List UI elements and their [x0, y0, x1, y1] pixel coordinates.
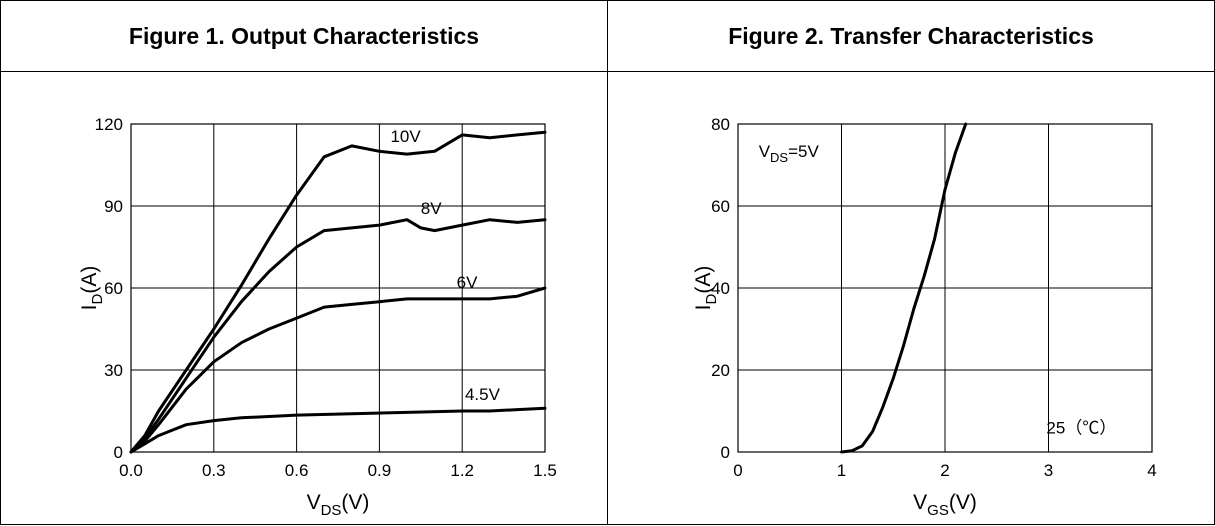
x-axis-label-sub: DS [321, 502, 342, 519]
x-tick-label: 0.3 [202, 461, 226, 480]
x-axis-label: VDS(V) [307, 491, 370, 519]
y-axis-label-unit: (A) [78, 266, 101, 294]
x-tick-label: 0.0 [119, 461, 143, 480]
fig2-title: Figure 2. Transfer Characteristics [607, 0, 1215, 72]
fig2-cell: 0 1 2 3 4 0 20 40 60 80 VGS(V) ID(A) VDS=5V 25（℃） [607, 71, 1215, 525]
series-line-0 [840, 122, 968, 454]
y-axis-label-unit: (A) [692, 266, 715, 294]
x-axis-label-unit: (V) [341, 491, 369, 514]
x-tick-label: 3 [1044, 461, 1053, 480]
x-tick-label: 1.2 [450, 461, 474, 480]
vds-sub: DS [770, 150, 788, 165]
y-tick-label: 90 [104, 197, 123, 216]
series-label: 6V [457, 273, 478, 292]
y-tick-label: 60 [711, 197, 730, 216]
x-tick-label: 2 [940, 461, 949, 480]
series-label: 10V [390, 127, 421, 146]
x-tick-label: 1.5 [533, 461, 557, 480]
y-tick-label: 60 [104, 279, 123, 298]
y-tick-label: 20 [711, 361, 730, 380]
x-tick-label: 0.9 [368, 461, 392, 480]
series-line-10v [129, 130, 547, 454]
x-axis-label-main: V [307, 491, 321, 514]
vds-val: =5V [788, 142, 819, 161]
series-label: 8V [421, 199, 442, 218]
x-tick-label: 0.6 [285, 461, 309, 480]
vds-main: V [759, 142, 771, 161]
y-tick-label: 30 [104, 361, 123, 380]
y-axis-label-main: I [78, 305, 101, 311]
x-axis-label-unit: (V) [949, 491, 977, 514]
y-axis-label: ID(A) [78, 266, 106, 311]
temperature-annotation: 25（℃） [1046, 419, 1116, 438]
series-line-6v [129, 286, 547, 454]
vds-annotation: VDS=5V [759, 142, 820, 165]
y-tick-label: 0 [114, 443, 123, 462]
y-axis-label-sub: D [89, 294, 106, 305]
series-label: 4.5V [465, 385, 501, 404]
x-tick-label: 0 [733, 461, 742, 480]
series-line-8v [129, 218, 547, 454]
y-axis-label: ID(A) [692, 266, 720, 311]
fig1-cell: 0.0 0.3 0.6 0.9 1.2 1.5 0 30 60 90 120 VDS(V) ID(A) 1… [0, 71, 608, 525]
series-line-4-5v [129, 406, 547, 454]
x-axis-label-sub: GS [927, 502, 949, 519]
y-tick-label: 0 [721, 443, 730, 462]
plot-frame [737, 123, 1153, 453]
x-axis-label-main: V [913, 491, 927, 514]
x-axis-label: VGS(V) [913, 491, 977, 519]
y-axis-label-main: I [692, 305, 715, 311]
output-characteristics-chart: 0.0 0.3 0.6 0.9 1.2 1.5 0 30 60 90 120 VDS(V) ID(A) 1… [78, 115, 557, 519]
y-axis-label-sub: D [703, 294, 720, 305]
y-tick-label: 80 [711, 115, 730, 134]
fig1-title: Figure 1. Output Characteristics [0, 0, 608, 72]
x-tick-label: 1 [837, 461, 846, 480]
y-tick-label: 40 [711, 279, 730, 298]
x-tick-label: 4 [1147, 461, 1156, 480]
y-tick-label: 120 [95, 115, 123, 134]
